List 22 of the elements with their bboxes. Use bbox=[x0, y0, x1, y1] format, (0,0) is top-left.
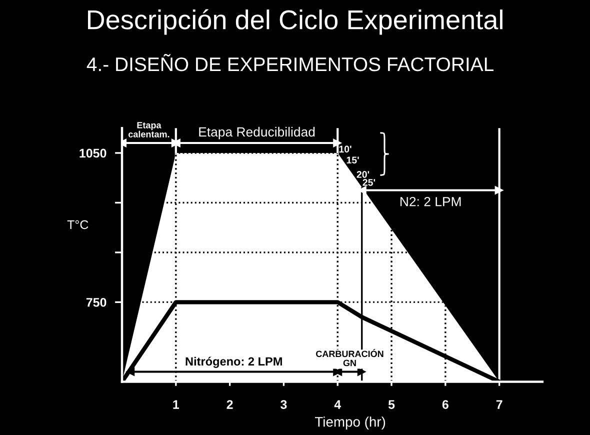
annotation: 10' bbox=[339, 146, 352, 153]
x-tick-label: 1 bbox=[173, 400, 180, 409]
chart-subtitle: 4.- DISEÑO DE EXPERIMENTOS FACTORIAL bbox=[86, 54, 494, 72]
x-tick-label: 7 bbox=[496, 400, 502, 409]
x-tick-label: 4 bbox=[334, 400, 342, 409]
x-tick-label: 6 bbox=[442, 400, 448, 409]
series-label: Etapa Reducibilidad bbox=[199, 126, 315, 140]
x-tick-label: 2 bbox=[226, 400, 233, 409]
series-label: N2: 2 LPM bbox=[400, 196, 461, 206]
annotation: 25' bbox=[362, 178, 376, 186]
y-axis-title: T°C bbox=[67, 220, 88, 230]
x-axis-title: Tiempo (hr) bbox=[315, 416, 386, 430]
series-label: CARBURACIÓN GN bbox=[316, 349, 384, 366]
annotation: 20' bbox=[356, 171, 370, 178]
x-tick-label: 3 bbox=[280, 400, 287, 409]
x-tick-label: 5 bbox=[388, 400, 395, 409]
series-label: Etapa calentam. bbox=[128, 122, 170, 138]
y-tick-label: 750 bbox=[86, 298, 106, 307]
annotation: 15' bbox=[346, 156, 359, 164]
series-label: Nitrógeno: 2 LPM bbox=[186, 356, 282, 368]
chart-title: Descripción del Ciclo Experimental bbox=[88, 9, 502, 35]
y-tick-label: 1050 bbox=[80, 148, 106, 158]
